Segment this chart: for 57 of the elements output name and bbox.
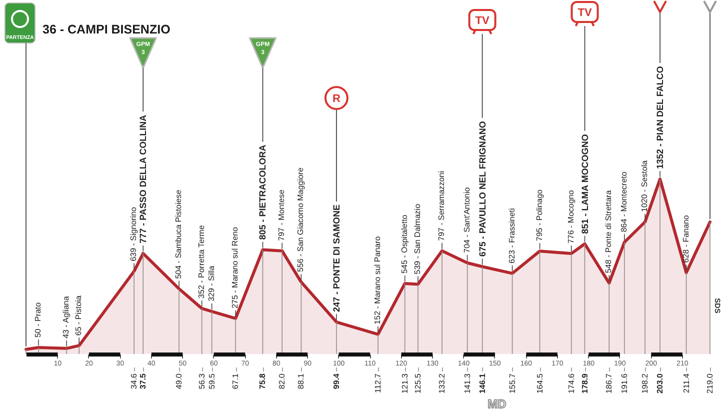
x2-tick-label: 112.7 [373, 372, 382, 393]
data-label: 805 - PIETRACOLORA [258, 144, 268, 240]
data-label: 797 - Montese [277, 189, 286, 241]
x2-tick-label: 67.1 [231, 372, 240, 390]
x2-tick-label: 155.7 [508, 372, 517, 394]
data-label: 777 - PASSO DELLA COLLINA [138, 114, 148, 244]
x2-tick-label: 37.5 [138, 372, 148, 390]
x2-tick-label: 219.0 [706, 372, 714, 394]
x2-tick-label: 34.6 [130, 372, 139, 390]
x2-tick-label: 59.5 [207, 372, 216, 390]
x2-tick-label: 141.3 [462, 372, 472, 394]
x2-tick-label: 178.9 [580, 372, 590, 394]
data-label: 504 - Sambuca Pistoiese [174, 189, 184, 279]
x2-tick-label: 174.6 [566, 372, 576, 394]
x2-tick-label: 203.0 [656, 372, 665, 394]
chart-title: 36 - CAMPI BISENZIO [42, 22, 171, 36]
data-label: 851 - LAMA MOCOGNO [580, 134, 590, 234]
data-label: 548 - Ponte di Strettara [604, 190, 614, 274]
text: MD [488, 397, 507, 410]
data-label: 539 - San Dalmazio [412, 203, 422, 274]
circle-icon: R [324, 86, 348, 110]
x2-tick-label: 146.1 [478, 372, 487, 394]
x2-tick-label: 186.7 [604, 372, 614, 394]
x2-tick-label: 121.3 [400, 372, 410, 394]
data-label: 795 - Polinago [534, 188, 544, 242]
data-label: 639 - Signorino [129, 206, 138, 262]
x2-tick-label: 164.5 [535, 372, 544, 394]
x2-tick-label: 82.0 [278, 372, 287, 390]
data-label: 1020 - Sestola [640, 160, 650, 212]
data-label: 43 - Agliana [62, 296, 71, 338]
x2-tick-label: 88.1 [296, 372, 306, 390]
x2-tick-label: 49.0 [174, 372, 184, 390]
data-label: 329 - Silla [206, 265, 216, 302]
data-label: 556 - San Giacomo Maggiore [296, 166, 306, 272]
data-label: 776 - Mocogno [566, 190, 576, 244]
data-label: 247 - PONTE DI SAMONE [331, 204, 342, 312]
x2-tick-label: 211.4 [682, 372, 691, 393]
data-label: 352 - Porretta Terme [196, 224, 206, 298]
data-label: 628 - Fanano [681, 214, 690, 263]
data-label: 864 - Montecreto [619, 171, 628, 232]
data-label: 704 - Sant'Antonio [462, 186, 472, 253]
x2-tick-label: 133.2 [438, 372, 447, 394]
data-label: 275 - Marano sul Reno [230, 226, 240, 308]
x2-tick-label: 191.6 [620, 372, 629, 394]
x2-tick-label: 125.5 [413, 372, 422, 394]
x2-tick-label: 99.4 [332, 372, 341, 390]
data-label: 545 - Ospitaletto [400, 214, 409, 274]
data-label: 675 - PAVULLO NEL FRIGNANO [477, 121, 488, 257]
x2-tick-label: 56.3 [197, 372, 206, 390]
data-label: 797 - Serramazzoni [437, 170, 446, 241]
x2-tick-label: 75.8 [258, 372, 268, 390]
data-label: 50 - Prato [33, 302, 42, 338]
data-label: 1352 - PIAN DEL FALCO [655, 66, 666, 169]
data-label: 623 - Frassineti [507, 208, 516, 264]
x2-tick-label: 198.2 [640, 372, 650, 394]
data-label: 65 - Pistoia [74, 295, 84, 336]
data-label: 152 - Marano sul Panaro [372, 236, 382, 324]
